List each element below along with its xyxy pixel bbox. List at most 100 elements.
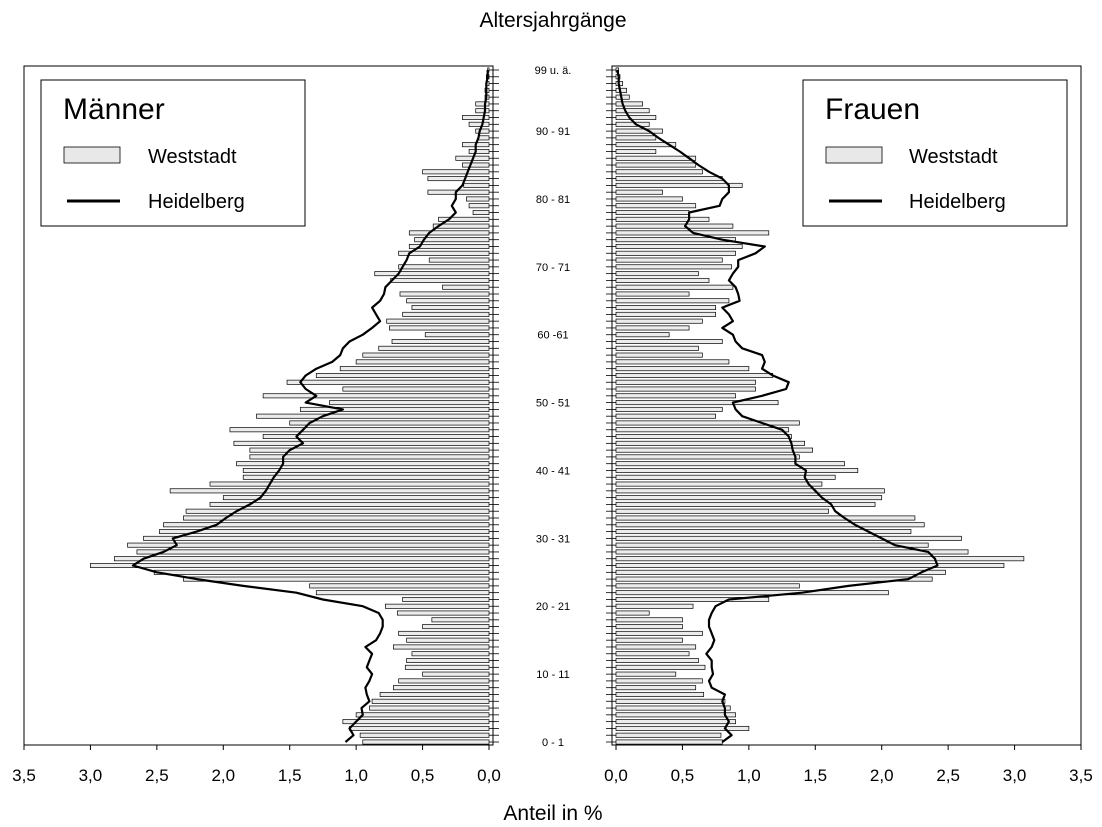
- bar-frauen-weststadt: [615, 339, 723, 344]
- x-axes: 0,0 0,0 0,5 0,5 1,0 1,0 1,5 1,5 2,0 2,0 2,5 2,5 3,0 3…: [12, 69, 1093, 785]
- bar-frauen-weststadt: [615, 440, 806, 446]
- bar-frauen-weststadt: [615, 644, 697, 650]
- tick-label-left: 1,5: [278, 766, 302, 785]
- bar-maenner-weststadt: [369, 705, 490, 711]
- bar-maenner-weststadt: [468, 121, 490, 127]
- bar-frauen-weststadt: [615, 277, 710, 283]
- tick-label-right: 3,5: [1069, 766, 1093, 785]
- bar-frauen-weststadt: [615, 488, 885, 494]
- bar-frauen-weststadt: [615, 250, 736, 256]
- bar-maenner-weststadt: [286, 379, 490, 385]
- bar-frauen-weststadt: [615, 658, 699, 663]
- bar-frauen-weststadt: [615, 705, 731, 711]
- bar-maenner-weststadt: [411, 651, 490, 657]
- tick-label-right: 2,5: [936, 766, 960, 785]
- age-label: 60 -61: [537, 330, 568, 342]
- line-maenner-heidelberg: [131, 70, 489, 743]
- bar-frauen-weststadt: [615, 189, 663, 195]
- frauen-bars: [615, 67, 1025, 745]
- bar-frauen-weststadt: [615, 298, 730, 304]
- bar-maenner-weststadt: [391, 339, 490, 344]
- bar-frauen-weststadt: [615, 182, 743, 188]
- age-label: 99 u. ä.: [535, 65, 572, 77]
- legend-label-heidelberg: Heidelberg: [148, 191, 245, 213]
- bar-frauen-weststadt: [615, 535, 962, 541]
- bar-maenner-weststadt: [424, 332, 490, 338]
- bar-frauen-weststadt: [615, 352, 703, 358]
- bar-frauen-weststadt: [615, 637, 683, 643]
- bar-maenner-weststadt: [392, 644, 490, 650]
- bar-maenner-weststadt: [309, 583, 490, 589]
- bar-frauen-weststadt: [615, 698, 726, 704]
- bar-maenner-weststadt: [143, 535, 490, 541]
- bar-frauen-weststadt: [615, 461, 845, 467]
- bar-frauen-weststadt: [615, 359, 730, 365]
- bar-frauen-weststadt: [615, 406, 723, 412]
- bar-frauen-weststadt: [615, 386, 756, 392]
- bar-frauen-weststadt: [615, 630, 703, 636]
- bar-frauen-weststadt: [615, 583, 800, 589]
- legend-label-weststadt: Weststadt: [148, 146, 237, 168]
- bar-frauen-weststadt: [615, 664, 706, 670]
- bar-frauen-weststadt: [615, 291, 690, 297]
- bar-maenner-weststadt: [475, 101, 490, 107]
- age-label: 50 - 51: [536, 398, 570, 410]
- bar-frauen-weststadt: [615, 162, 697, 168]
- bar-maenner-weststadt: [428, 257, 490, 263]
- bar-frauen-weststadt: [615, 196, 683, 202]
- tick-label-right: 3,0: [1003, 766, 1027, 785]
- bar-frauen-weststadt: [615, 610, 650, 616]
- legend-frauen: Frauen Weststadt Heidelberg: [802, 79, 1068, 227]
- tick-label-left: 1,0: [344, 766, 368, 785]
- bar-frauen-weststadt: [615, 501, 876, 507]
- x-axis-label: Anteil in %: [503, 802, 602, 825]
- bar-frauen-weststadt: [615, 454, 800, 460]
- bar-frauen-weststadt: [615, 121, 650, 127]
- legend-bar-swatch: [63, 146, 121, 164]
- bar-frauen-weststadt: [615, 603, 694, 609]
- bar-maenner-weststadt: [475, 108, 490, 114]
- bar-maenner-weststadt: [399, 291, 490, 297]
- age-label: 20 - 21: [536, 601, 570, 613]
- bar-frauen-weststadt: [615, 434, 792, 439]
- bar-maenner-weststadt: [185, 508, 490, 514]
- bar-frauen-weststadt: [615, 203, 697, 209]
- tick-label-right: 1,0: [737, 766, 761, 785]
- bar-maenner-weststadt: [402, 597, 490, 602]
- bar-maenner-weststadt: [159, 529, 490, 535]
- bar-frauen-weststadt: [615, 115, 657, 120]
- bar-maenner-weststadt: [406, 658, 490, 663]
- bar-frauen-weststadt: [615, 515, 916, 521]
- age-label: 10 - 11: [536, 669, 569, 681]
- bar-frauen-weststadt: [615, 128, 663, 134]
- bar-maenner-weststadt: [362, 739, 490, 745]
- bar-maenner-weststadt: [378, 345, 490, 351]
- legend-label-heidelberg: Heidelberg: [909, 191, 1006, 213]
- bar-maenner-weststadt: [339, 366, 490, 372]
- bar-frauen-weststadt: [615, 155, 697, 161]
- bar-maenner-weststadt: [127, 542, 490, 548]
- bar-frauen-weststadt: [615, 468, 859, 473]
- bar-frauen-weststadt: [615, 522, 925, 528]
- heidelberg-lines: [131, 69, 939, 743]
- bar-frauen-weststadt: [615, 549, 969, 555]
- bar-frauen-weststadt: [615, 624, 683, 630]
- bar-frauen-weststadt: [615, 379, 756, 385]
- bar-frauen-weststadt: [615, 373, 774, 378]
- age-label: 80 - 81: [536, 194, 570, 206]
- bar-frauen-weststadt: [615, 590, 889, 596]
- bar-frauen-weststadt: [615, 556, 1025, 562]
- bar-frauen-weststadt: [615, 685, 697, 691]
- bar-frauen-weststadt: [615, 495, 883, 501]
- bar-maenner-weststadt: [349, 725, 490, 731]
- bar-frauen-weststadt: [615, 420, 800, 426]
- bar-maenner-weststadt: [342, 386, 490, 392]
- bar-frauen-weststadt: [615, 508, 829, 514]
- bar-frauen-weststadt: [615, 257, 723, 263]
- bar-maenner-weststadt: [362, 352, 490, 358]
- bar-frauen-weststadt: [615, 271, 699, 277]
- bar-maenner-weststadt: [329, 400, 490, 406]
- bar-maenner-weststadt: [90, 563, 490, 568]
- bar-frauen-weststadt: [615, 692, 705, 697]
- bar-maenner-weststadt: [289, 420, 490, 426]
